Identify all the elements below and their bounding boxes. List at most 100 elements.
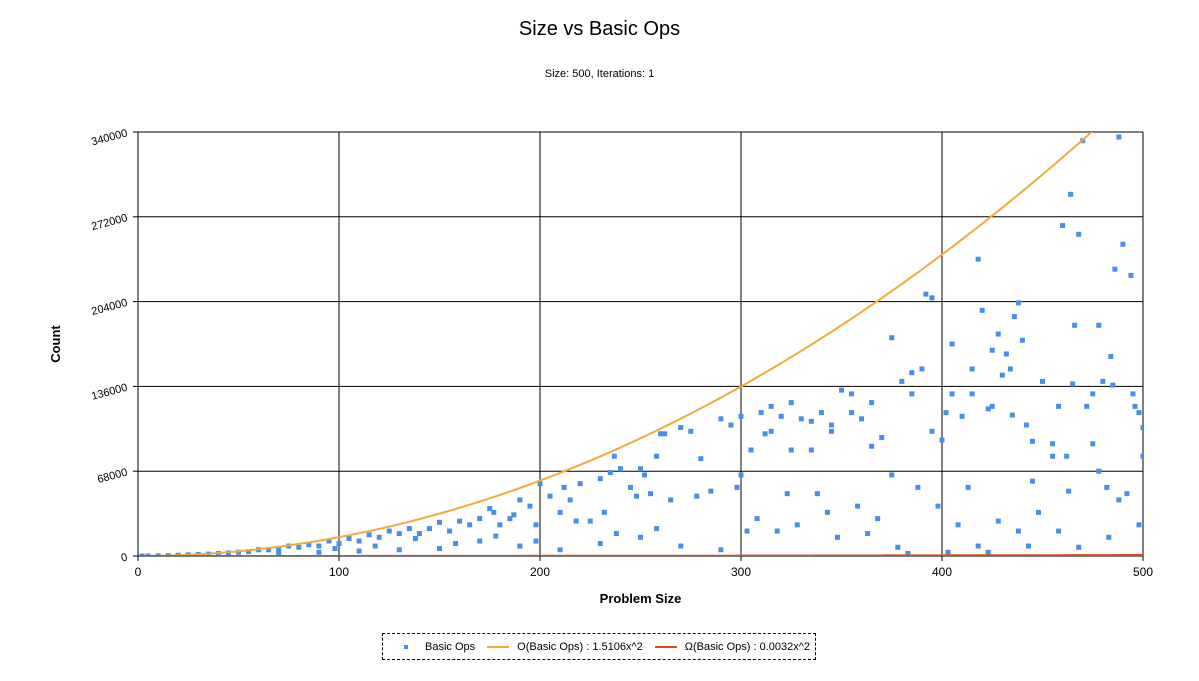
data-point bbox=[985, 549, 991, 555]
data-point bbox=[1029, 478, 1035, 484]
data-point bbox=[1132, 403, 1138, 409]
data-point bbox=[1096, 468, 1102, 474]
data-point bbox=[839, 387, 844, 393]
data-point bbox=[1050, 453, 1056, 459]
data-point bbox=[457, 518, 463, 524]
data-point bbox=[738, 413, 744, 419]
data-point bbox=[929, 295, 935, 301]
data-point bbox=[306, 542, 312, 548]
data-point bbox=[738, 472, 744, 478]
data-point bbox=[1035, 509, 1041, 515]
y-tick-label: 136000 bbox=[90, 382, 129, 403]
data-point bbox=[139, 553, 145, 556]
data-point bbox=[573, 518, 579, 524]
data-point bbox=[662, 431, 668, 437]
data-point bbox=[607, 469, 613, 475]
data-point bbox=[654, 526, 660, 532]
data-point bbox=[895, 544, 901, 550]
data-point bbox=[959, 413, 965, 419]
data-point bbox=[477, 516, 483, 522]
legend-marker-lower-bound bbox=[654, 641, 677, 653]
data-point bbox=[943, 410, 949, 416]
data-point bbox=[834, 534, 840, 540]
data-point bbox=[808, 447, 814, 453]
data-point bbox=[376, 534, 382, 540]
data-point bbox=[975, 256, 981, 262]
data-point bbox=[276, 550, 282, 556]
data-point bbox=[788, 400, 794, 406]
data-point bbox=[266, 547, 272, 553]
data-point bbox=[477, 538, 483, 544]
chart-subtitle: Size: 500, Iterations: 1 bbox=[544, 68, 655, 80]
data-point bbox=[336, 541, 342, 547]
data-point bbox=[758, 410, 764, 416]
basic-ops-points bbox=[139, 134, 1143, 556]
data-point bbox=[1064, 453, 1070, 459]
y-axis-title: Count bbox=[48, 325, 63, 363]
data-point bbox=[155, 553, 161, 556]
y-tick-label: 204000 bbox=[90, 297, 129, 318]
data-point bbox=[1090, 391, 1096, 397]
data-point bbox=[654, 453, 660, 459]
data-point bbox=[557, 547, 563, 553]
data-point bbox=[754, 516, 760, 522]
data-point bbox=[798, 416, 804, 422]
data-point bbox=[698, 456, 704, 462]
data-point bbox=[818, 410, 824, 416]
data-point bbox=[768, 403, 774, 409]
x-tick-label: 200 bbox=[530, 565, 550, 579]
data-point bbox=[855, 503, 861, 509]
y-tick-label: 272000 bbox=[90, 212, 129, 233]
data-point bbox=[1015, 528, 1021, 534]
data-point bbox=[694, 493, 700, 499]
data-point bbox=[587, 518, 593, 524]
y-tick-label: 0 bbox=[120, 551, 129, 564]
data-point bbox=[905, 551, 911, 556]
data-point bbox=[316, 543, 322, 549]
data-point bbox=[1007, 366, 1013, 372]
legend-item-basic-ops: Basic Ops bbox=[395, 641, 475, 653]
data-point bbox=[511, 512, 517, 518]
data-point bbox=[1104, 484, 1110, 490]
data-point bbox=[1084, 403, 1090, 409]
data-point bbox=[533, 522, 539, 528]
data-point bbox=[875, 516, 881, 522]
data-point bbox=[567, 497, 573, 503]
data-point bbox=[849, 391, 855, 397]
data-point bbox=[923, 291, 929, 297]
data-point bbox=[828, 428, 834, 434]
data-point bbox=[1066, 488, 1072, 494]
data-point bbox=[788, 447, 794, 453]
data-point bbox=[1112, 266, 1118, 272]
data-point bbox=[762, 431, 768, 437]
data-point bbox=[1076, 231, 1082, 237]
data-point bbox=[1140, 453, 1143, 459]
data-point bbox=[426, 526, 432, 532]
data-point bbox=[975, 543, 981, 549]
x-tick-label: 500 bbox=[1133, 565, 1153, 579]
data-point bbox=[356, 538, 362, 544]
data-point bbox=[949, 341, 955, 347]
data-point bbox=[909, 370, 915, 376]
data-point bbox=[406, 526, 412, 532]
data-point bbox=[1056, 528, 1062, 534]
chart-legend: Basic Ops O(Basic Ops) : 1.5106x^2 Ω(Bas… bbox=[382, 633, 816, 660]
data-point bbox=[1136, 522, 1142, 528]
data-point bbox=[1076, 544, 1082, 550]
data-point bbox=[929, 428, 935, 434]
data-point bbox=[372, 543, 378, 549]
data-point bbox=[889, 472, 895, 478]
data-point bbox=[517, 497, 523, 503]
data-point bbox=[995, 518, 1001, 524]
data-point bbox=[778, 413, 784, 419]
data-point bbox=[915, 484, 921, 490]
data-point bbox=[557, 509, 563, 515]
data-point bbox=[935, 503, 941, 509]
data-point bbox=[332, 546, 338, 552]
data-point bbox=[734, 484, 740, 490]
data-point bbox=[642, 472, 648, 478]
data-point bbox=[1090, 441, 1096, 447]
data-point bbox=[969, 366, 975, 372]
data-point bbox=[869, 400, 875, 406]
data-point bbox=[617, 466, 623, 472]
